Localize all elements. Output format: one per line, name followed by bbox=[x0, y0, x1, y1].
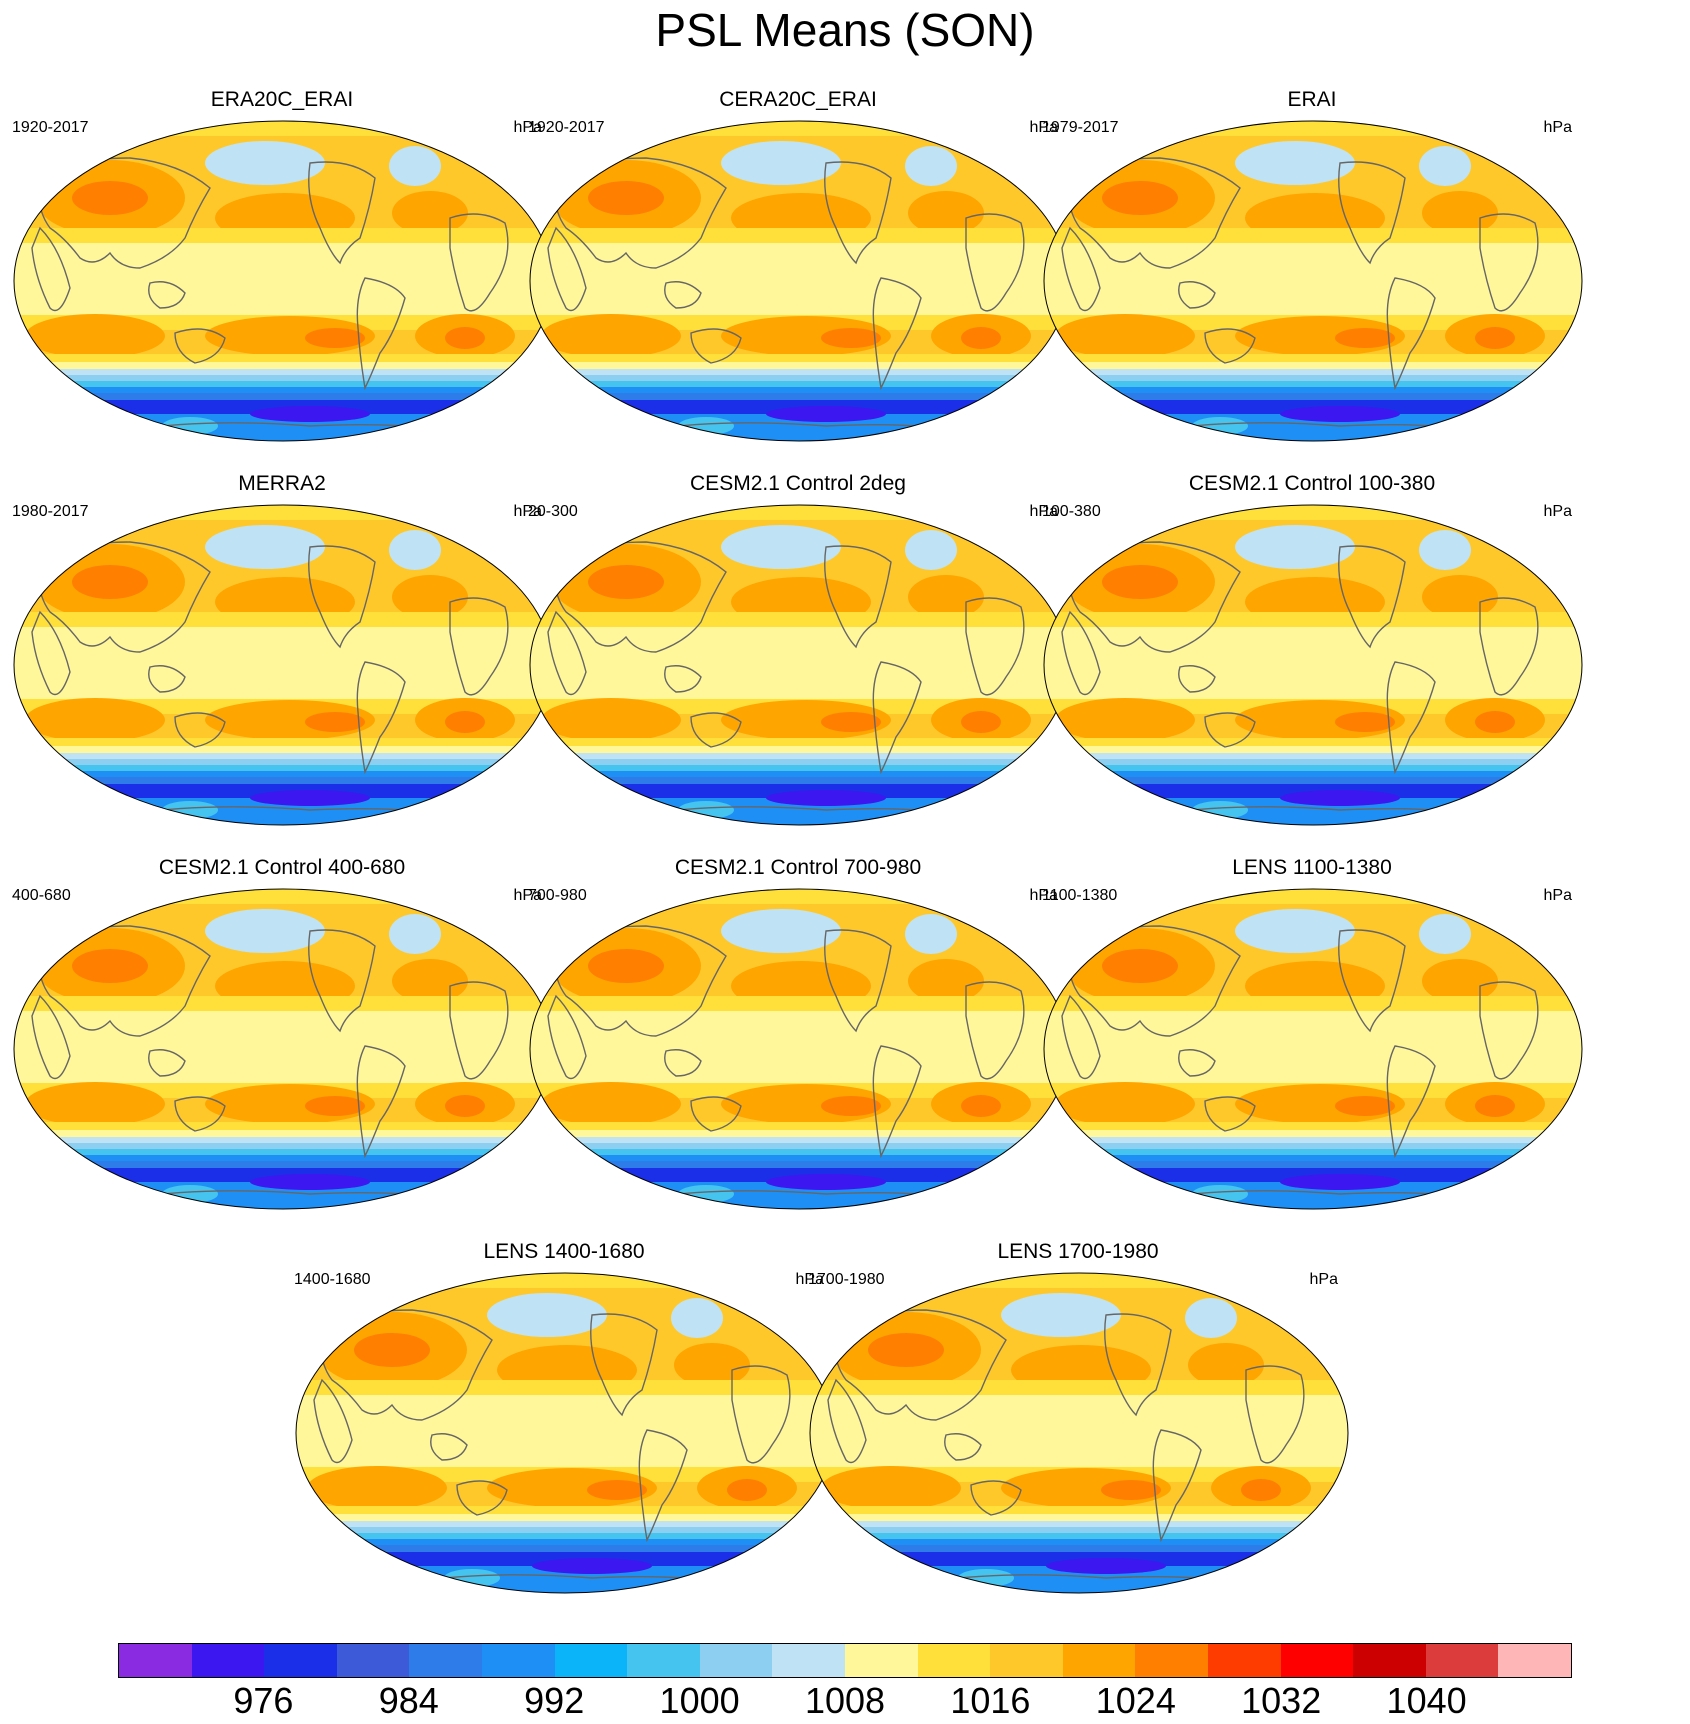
panel-title: CERA20C_ERAI bbox=[719, 88, 877, 111]
colorbar-label: 1024 bbox=[1095, 1680, 1176, 1721]
psl-map bbox=[529, 120, 1069, 442]
panel-period: 1920-2017 bbox=[528, 119, 605, 136]
colorbar-swatch bbox=[772, 1644, 845, 1677]
psl-map bbox=[529, 888, 1069, 1210]
panel-period: 700-980 bbox=[528, 887, 587, 904]
map-panel-7: CESM2.1 Control 400-680 400-680 hPa bbox=[2, 856, 562, 1226]
map-panel-5: CESM2.1 Control 2deg 20-300 hPa bbox=[518, 472, 1078, 842]
map-panel-8: CESM2.1 Control 700-980 700-980 hPa bbox=[518, 856, 1078, 1226]
panel-units: hPa bbox=[1309, 1271, 1338, 1288]
map-panel-4: MERRA2 1980-2017 hPa bbox=[2, 472, 562, 842]
colorbar-swatch bbox=[264, 1644, 337, 1677]
psl-map bbox=[1043, 120, 1583, 442]
colorbar-swatch bbox=[699, 1644, 773, 1677]
psl-map bbox=[809, 1272, 1349, 1594]
panel-units: hPa bbox=[1029, 887, 1058, 904]
panel-period: 100-380 bbox=[1042, 503, 1101, 520]
colorbar-swatch bbox=[627, 1644, 700, 1677]
panel-period: 1400-1680 bbox=[294, 1271, 371, 1288]
panel-units: hPa bbox=[513, 503, 542, 520]
panel-period: 1700-1980 bbox=[808, 1271, 885, 1288]
panel-period: 400-680 bbox=[12, 887, 71, 904]
colorbar-label: 1000 bbox=[659, 1680, 740, 1721]
panel-period: 1100-1380 bbox=[1042, 887, 1118, 904]
map-panel-6: CESM2.1 Control 100-380 100-380 hPa bbox=[1032, 472, 1592, 842]
panel-units: hPa bbox=[1543, 119, 1572, 136]
colorbar-swatch bbox=[1280, 1644, 1354, 1677]
panel-units: hPa bbox=[1029, 503, 1058, 520]
colorbar-swatch bbox=[336, 1644, 410, 1677]
panel-period: 1979-2017 bbox=[1042, 119, 1119, 136]
psl-map bbox=[13, 120, 553, 442]
panel-title: LENS 1700-1980 bbox=[997, 1240, 1159, 1263]
panel-period: 1980-2017 bbox=[12, 503, 89, 520]
colorbar-swatch bbox=[554, 1644, 628, 1677]
colorbar-swatch bbox=[191, 1644, 265, 1677]
map-panel-1: ERA20C_ERAI 1920-2017 hPa bbox=[2, 88, 562, 458]
panel-units: hPa bbox=[1543, 503, 1572, 520]
colorbar-label: 1032 bbox=[1241, 1680, 1322, 1721]
panel-title: LENS 1100-1380 bbox=[1232, 856, 1392, 879]
panel-title: CESM2.1 Control 400-680 bbox=[158, 856, 406, 879]
panel-units: hPa bbox=[1029, 119, 1058, 136]
colorbar bbox=[118, 1643, 1572, 1678]
panel-title: ERAI bbox=[1287, 88, 1337, 111]
colorbar-swatch bbox=[119, 1644, 192, 1677]
panel-title: CESM2.1 Control 2deg bbox=[690, 472, 906, 495]
colorbar-swatch bbox=[1135, 1644, 1208, 1677]
panel-period: 20-300 bbox=[528, 503, 578, 520]
colorbar-swatch bbox=[409, 1644, 482, 1677]
panel-title: CESM2.1 Control 100-380 bbox=[1188, 472, 1436, 495]
panel-units: hPa bbox=[513, 887, 542, 904]
map-panel-10: LENS 1400-1680 1400-1680 hPa bbox=[284, 1240, 844, 1610]
colorbar-swatch bbox=[990, 1644, 1063, 1677]
page-title: PSL Means (SON) bbox=[655, 4, 1035, 56]
colorbar-label: 992 bbox=[524, 1680, 585, 1721]
panel-units: hPa bbox=[1543, 887, 1572, 904]
panel-period: 1920-2017 bbox=[12, 119, 89, 136]
colorbar-swatch bbox=[1207, 1644, 1281, 1677]
colorbar-swatch bbox=[1498, 1644, 1571, 1677]
map-panel-11: LENS 1700-1980 1700-1980 hPa bbox=[798, 1240, 1358, 1610]
psl-map bbox=[295, 1272, 835, 1594]
colorbar-swatch bbox=[917, 1644, 991, 1677]
map-panel-2: CERA20C_ERAI 1920-2017 hPa bbox=[518, 88, 1078, 458]
colorbar-labels: 976 984 992 1000 1008 1016 1024 1032 1040 bbox=[0, 1680, 1690, 1724]
psl-map bbox=[13, 888, 553, 1210]
colorbar-label: 1016 bbox=[950, 1680, 1031, 1721]
panel-units: hPa bbox=[513, 119, 542, 136]
colorbar-swatch bbox=[844, 1644, 918, 1677]
colorbar-swatch bbox=[1425, 1644, 1499, 1677]
colorbar-label: 1040 bbox=[1386, 1680, 1467, 1721]
panel-title: ERA20C_ERAI bbox=[210, 88, 354, 111]
psl-map bbox=[529, 504, 1069, 826]
panel-title: LENS 1400-1680 bbox=[483, 1240, 645, 1263]
colorbar-swatch bbox=[481, 1644, 555, 1677]
psl-map bbox=[1043, 504, 1583, 826]
psl-map bbox=[1043, 888, 1583, 1210]
map-panel-9: LENS 1100-1380 1100-1380 hPa bbox=[1032, 856, 1592, 1226]
panel-title: CESM2.1 Control 700-980 bbox=[674, 856, 922, 879]
colorbar-label: 1008 bbox=[804, 1680, 886, 1721]
colorbar-label: 976 bbox=[233, 1680, 294, 1721]
panel-title: MERRA2 bbox=[238, 472, 326, 495]
colorbar-swatch bbox=[1353, 1644, 1426, 1677]
colorbar-swatch bbox=[1062, 1644, 1136, 1677]
map-panel-3: ERAI 1979-2017 hPa bbox=[1032, 88, 1592, 458]
panel-units: hPa bbox=[795, 1271, 824, 1288]
colorbar-label: 984 bbox=[378, 1680, 439, 1721]
psl-map bbox=[13, 504, 553, 826]
